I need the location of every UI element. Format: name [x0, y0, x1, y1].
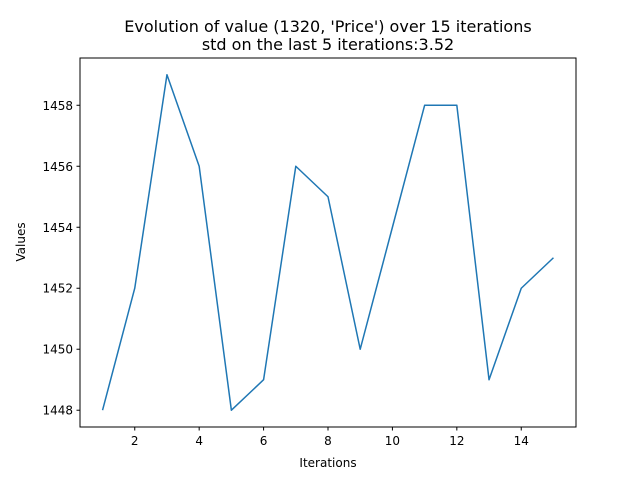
x-tick-label: 6 — [260, 434, 268, 448]
series-line — [101, 74, 554, 411]
chart-title: Evolution of value (1320, 'Price') over … — [124, 17, 531, 36]
x-axis-label: Iterations — [299, 456, 356, 470]
x-tick-label: 4 — [195, 434, 203, 448]
y-tick-label: 1448 — [42, 404, 73, 418]
y-tick-label: 1458 — [42, 99, 73, 113]
x-tick-label: 2 — [131, 434, 139, 448]
x-tick-label: 10 — [385, 434, 400, 448]
y-tick-label: 1456 — [42, 160, 73, 174]
chart-subtitle: std on the last 5 iterations:3.52 — [202, 35, 454, 54]
x-tick-label: 8 — [324, 434, 332, 448]
x-tick-label: 14 — [514, 434, 529, 448]
plot-frame — [79, 57, 577, 428]
x-tick-label: 12 — [449, 434, 464, 448]
y-axis-label: Values — [14, 222, 28, 261]
y-tick-label: 1452 — [42, 282, 73, 296]
y-tick-label: 1450 — [42, 343, 73, 357]
y-tick-label: 1454 — [42, 221, 73, 235]
plot-area: 2 4 6 8 10 12 14 1448 1450 1452 1454 1456 1458 — [42, 74, 554, 448]
